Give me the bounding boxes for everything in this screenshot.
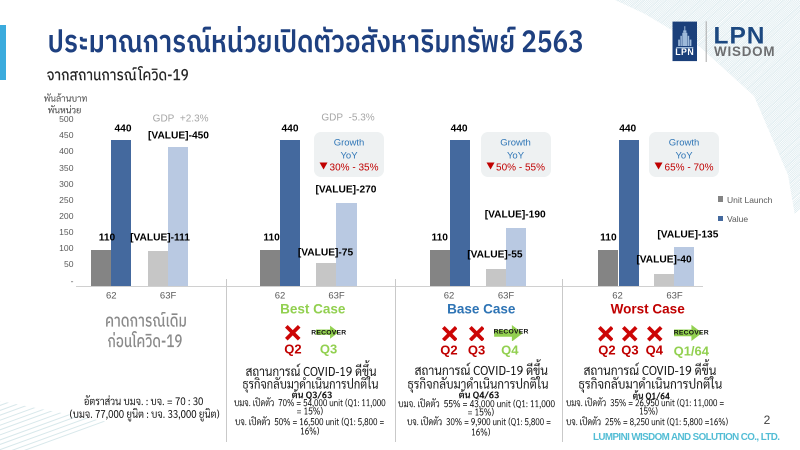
svg-text:WISDOM: WISDOM [714,44,775,59]
svg-text:LPN: LPN [675,47,694,57]
svg-text:LPN: LPN [714,22,766,49]
